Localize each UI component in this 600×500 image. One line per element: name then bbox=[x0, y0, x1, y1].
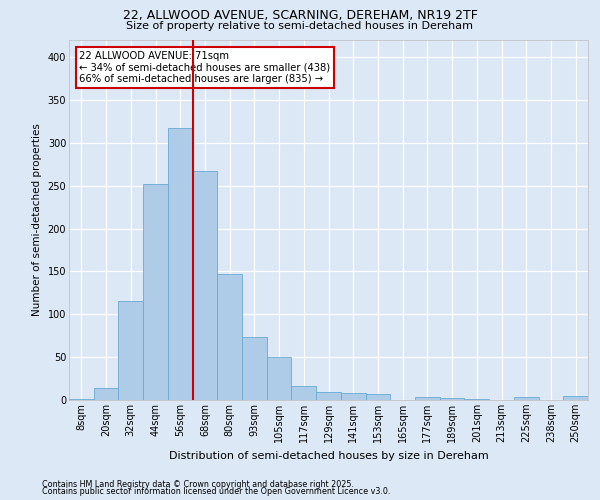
Text: Size of property relative to semi-detached houses in Dereham: Size of property relative to semi-detach… bbox=[127, 21, 473, 31]
Bar bbox=[267, 357, 292, 400]
Bar bbox=[464, 399, 489, 400]
X-axis label: Distribution of semi-detached houses by size in Dereham: Distribution of semi-detached houses by … bbox=[169, 450, 488, 460]
Text: 22, ALLWOOD AVENUE, SCARNING, DEREHAM, NR19 2TF: 22, ALLWOOD AVENUE, SCARNING, DEREHAM, N… bbox=[122, 9, 478, 22]
Bar bbox=[94, 388, 118, 400]
Bar bbox=[365, 394, 390, 400]
Bar bbox=[143, 184, 168, 400]
Bar bbox=[118, 300, 143, 400]
Bar bbox=[440, 398, 464, 400]
Text: Contains HM Land Registry data © Crown copyright and database right 2025.: Contains HM Land Registry data © Crown c… bbox=[42, 480, 354, 489]
Bar bbox=[341, 393, 365, 400]
Bar bbox=[415, 398, 440, 400]
Text: 22 ALLWOOD AVENUE: 71sqm
← 34% of semi-detached houses are smaller (438)
66% of : 22 ALLWOOD AVENUE: 71sqm ← 34% of semi-d… bbox=[79, 51, 331, 84]
Bar bbox=[242, 336, 267, 400]
Bar bbox=[514, 396, 539, 400]
Bar bbox=[316, 392, 341, 400]
Bar bbox=[563, 396, 588, 400]
Bar bbox=[292, 386, 316, 400]
Text: Contains public sector information licensed under the Open Government Licence v3: Contains public sector information licen… bbox=[42, 488, 391, 496]
Bar bbox=[168, 128, 193, 400]
Bar bbox=[217, 274, 242, 400]
Bar bbox=[193, 171, 217, 400]
Y-axis label: Number of semi-detached properties: Number of semi-detached properties bbox=[32, 124, 42, 316]
Bar bbox=[69, 399, 94, 400]
